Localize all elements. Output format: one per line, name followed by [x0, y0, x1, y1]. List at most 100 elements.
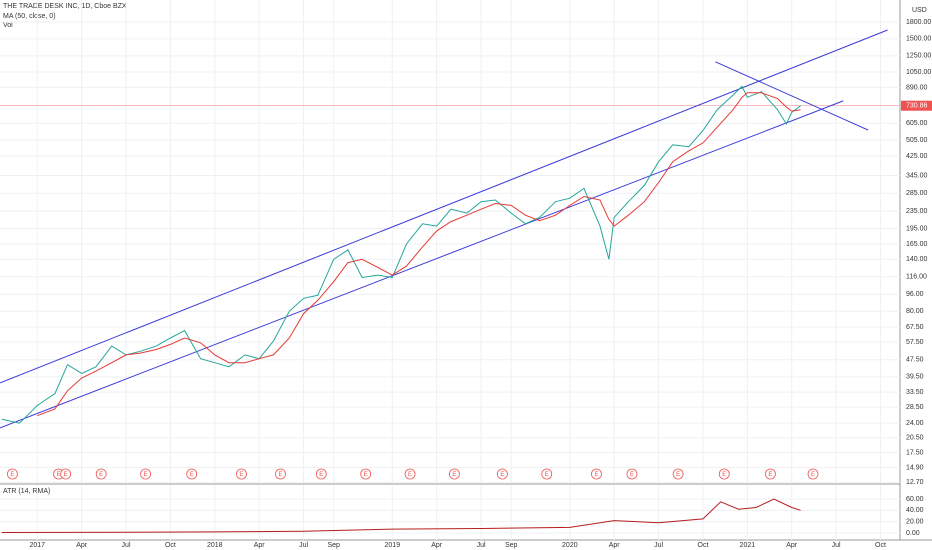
earnings-label: E: [811, 472, 815, 478]
x-tick-label: Sep: [505, 542, 518, 549]
y-tick-label: 1050.00: [906, 69, 931, 76]
y-tick-label: 195.00: [906, 225, 928, 232]
y-tick-label: 605.00: [906, 120, 928, 127]
earnings-marker: [7, 468, 18, 480]
current-price-label: 730.86: [906, 103, 928, 110]
y-tick-label: 96.00: [906, 291, 924, 298]
earnings-marker: [404, 468, 416, 480]
y-tick-label: 1800.00: [906, 19, 931, 26]
earnings-label: E: [144, 472, 148, 478]
earnings-marker: [626, 468, 638, 480]
y-tick-label: 165.00: [906, 241, 928, 248]
y-tick-label: 28.50: [906, 404, 924, 411]
earnings-label: E: [545, 472, 549, 478]
x-tick-label: Oct: [165, 542, 176, 549]
earnings-label: E: [57, 472, 61, 478]
y-tick-label: 505.00: [906, 137, 928, 144]
x-tick-label: Apr: [786, 542, 798, 549]
x-tick-label: Apr: [431, 542, 443, 549]
earnings-marker: [672, 468, 684, 480]
earnings-marker: [275, 468, 286, 480]
earnings-marker: [449, 468, 460, 480]
earnings-marker: [60, 468, 72, 480]
x-tick-label: Sep: [327, 542, 340, 549]
earnings-label: E: [278, 472, 282, 478]
y-tick-label: 890.00: [906, 84, 928, 91]
series-line: [37, 92, 801, 417]
x-tick-label: 2018: [207, 542, 223, 549]
chart-title: THE TRADE DESK INC, 1D, Cboe BZX: [3, 3, 127, 10]
y-tick-label: 80.00: [906, 308, 924, 315]
x-tick-label: Oct: [698, 542, 709, 549]
y-tick-label: 20.00: [906, 519, 924, 526]
y-tick-label: 116.00: [906, 274, 927, 281]
series-line: [1, 498, 801, 533]
y-tick-label: 20.50: [906, 435, 924, 442]
atr-title: ATR (14, RMA): [3, 488, 50, 495]
x-tick-label: Jul: [299, 542, 308, 549]
x-tick-label: Jul: [122, 542, 131, 549]
y-tick-label: 140.00: [906, 256, 928, 263]
x-tick-label: Apr: [76, 542, 88, 549]
earnings-label: E: [408, 472, 412, 478]
y-tick-label: 39.50: [906, 374, 924, 381]
y-tick-label: 1250.00: [906, 53, 931, 60]
earnings-label: E: [319, 472, 323, 478]
x-tick-label: 2019: [385, 542, 401, 549]
earnings-label: E: [10, 472, 14, 478]
earnings-label: E: [630, 472, 634, 478]
earnings-label: E: [768, 472, 772, 478]
current-price-box: [901, 100, 932, 111]
x-tick-label: 2020: [562, 542, 578, 549]
earnings-marker: [315, 468, 327, 480]
x-tick-label: Oct: [875, 542, 886, 549]
earnings-marker: [496, 468, 508, 480]
earnings-marker: [186, 468, 198, 480]
y-tick-label: 47.50: [906, 357, 924, 364]
y-tick-label: 33.50: [906, 389, 924, 396]
earnings-label: E: [239, 472, 243, 478]
indicator-label: MA (50, close, 0): [3, 13, 56, 20]
y-tick-label: 60.00: [906, 496, 924, 503]
earnings-marker: [591, 468, 602, 480]
y-tick-label: 0.00: [906, 530, 920, 537]
x-tick-label: Apr: [254, 542, 266, 549]
x-tick-label: Jul: [477, 542, 486, 549]
earnings-marker: [236, 468, 247, 480]
earnings-label: E: [722, 472, 726, 478]
y-tick-label: 57.50: [906, 339, 924, 346]
x-tick-label: 2017: [29, 542, 45, 549]
earnings-label: E: [452, 472, 456, 478]
earnings-marker: [718, 468, 730, 480]
earnings-label: E: [190, 472, 194, 478]
y-tick-label: 40.00: [906, 507, 924, 514]
series-line: [1, 85, 801, 424]
x-tick-label: 2021: [740, 542, 756, 549]
currency-label: USD: [912, 7, 927, 14]
y-tick-label: 345.00: [906, 172, 928, 179]
earnings-label: E: [500, 472, 504, 478]
earnings-marker: [360, 468, 372, 480]
earnings-label: E: [676, 472, 680, 478]
x-tick-label: Jul: [832, 542, 841, 549]
trend-line: [0, 100, 844, 429]
y-tick-label: 1500.00: [906, 36, 931, 43]
y-tick-label: 425.00: [906, 153, 928, 160]
y-tick-label: 235.00: [906, 208, 928, 215]
y-tick-label: 24.00: [906, 420, 924, 427]
x-tick-label: Apr: [609, 542, 621, 549]
earnings-marker: [807, 468, 819, 480]
earnings-label: E: [99, 472, 103, 478]
y-tick-label: 285.00: [906, 190, 928, 197]
earnings-marker: [95, 468, 107, 480]
volume-label: Vol: [3, 22, 13, 29]
trend-line: [715, 61, 869, 131]
earnings-label: E: [364, 472, 368, 478]
earnings-label: E: [594, 472, 598, 478]
earnings-marker: [541, 468, 553, 480]
y-tick-label: 17.50: [906, 449, 924, 456]
y-tick-label: 67.50: [906, 324, 924, 331]
earnings-marker: [765, 468, 776, 480]
